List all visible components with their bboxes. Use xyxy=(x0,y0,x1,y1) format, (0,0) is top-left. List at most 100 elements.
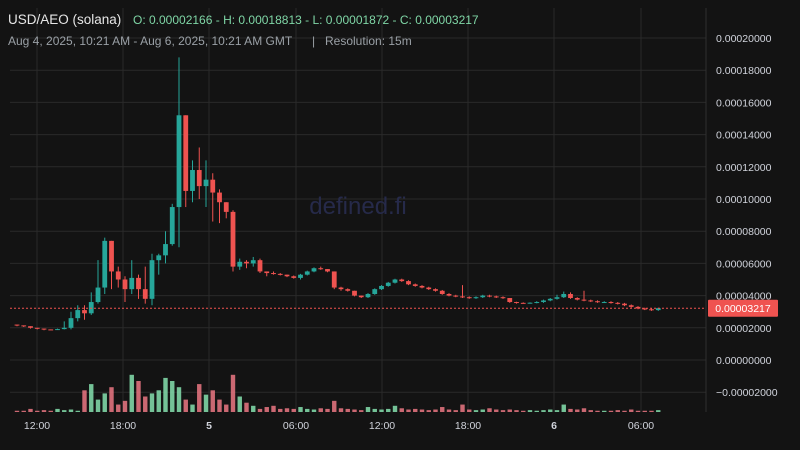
candle-body xyxy=(406,281,411,285)
candle-body xyxy=(514,302,519,304)
last-price-tag-box xyxy=(708,299,778,317)
candle-body xyxy=(534,302,540,304)
candle-body xyxy=(480,295,486,298)
candle-body xyxy=(520,302,526,304)
volume-bar xyxy=(507,409,512,412)
volume-bar xyxy=(237,396,242,412)
volume-bar xyxy=(406,409,411,412)
volume-bar xyxy=(561,404,566,412)
candle-body xyxy=(82,310,87,314)
ohlc-readout: O: 0.00002166 - H: 0.00018813 - L: 0.000… xyxy=(133,13,479,27)
volume-bar xyxy=(642,410,647,412)
candle-body xyxy=(385,282,391,286)
volume-bar xyxy=(602,410,607,412)
candle-body xyxy=(291,276,297,278)
candle-body xyxy=(183,115,189,191)
resolution-label: Resolution: 15m xyxy=(325,34,412,48)
volume-bar xyxy=(352,409,357,412)
candle-body xyxy=(412,284,418,286)
x-tick-label: 12:00 xyxy=(24,420,50,432)
volume-bar xyxy=(163,377,168,412)
candle-body xyxy=(190,170,195,191)
volume-bar xyxy=(527,410,533,412)
volume-bar xyxy=(332,400,337,412)
candle-body xyxy=(649,309,654,311)
volume-bar xyxy=(467,409,472,412)
candle-body xyxy=(466,297,472,299)
watermark-text: defined.fi xyxy=(309,193,406,220)
candle-body xyxy=(210,179,216,193)
candle-body xyxy=(163,244,168,256)
volume-bars xyxy=(14,374,661,412)
volume-bar xyxy=(588,410,593,412)
candle-body xyxy=(392,279,398,283)
volume-bar xyxy=(379,409,384,412)
candle-body xyxy=(149,260,155,299)
candle-body xyxy=(358,295,364,298)
candle-body xyxy=(48,329,54,331)
volume-bar xyxy=(35,410,40,412)
candle-body xyxy=(487,295,492,297)
chart-grid xyxy=(10,8,707,412)
volume-bar xyxy=(629,409,634,412)
volume-bar xyxy=(278,408,283,412)
candle-body xyxy=(568,293,573,299)
y-tick-label: 0.00016000 xyxy=(716,97,772,109)
candle-body xyxy=(115,271,121,280)
volume-bar xyxy=(41,410,47,412)
candle-body xyxy=(109,240,114,272)
volume-bar xyxy=(89,384,94,412)
volume-bar xyxy=(581,408,587,412)
volume-bar xyxy=(635,410,641,412)
candle-body xyxy=(14,324,20,326)
volume-bar xyxy=(325,408,330,412)
volume-bar xyxy=(386,408,391,412)
y-tick-label: −0.00002000 xyxy=(716,387,778,399)
volume-bar xyxy=(129,374,134,412)
volume-bar xyxy=(230,374,236,412)
candle-body xyxy=(230,211,236,267)
candle-body xyxy=(608,302,614,304)
candle-body xyxy=(102,240,108,288)
volume-bar xyxy=(433,409,438,412)
x-tick-label: 12:00 xyxy=(369,420,395,432)
candle-body xyxy=(588,300,594,302)
candle-body xyxy=(655,308,661,311)
volume-bar xyxy=(68,409,74,412)
candle-body xyxy=(325,269,330,272)
y-tick-label: 0.00018000 xyxy=(716,65,772,77)
volume-bar xyxy=(217,399,222,412)
candle-body xyxy=(628,305,634,307)
volume-bar xyxy=(170,381,175,412)
candle-body xyxy=(122,279,128,290)
candle-body xyxy=(244,261,249,264)
candle-body xyxy=(338,287,344,290)
volume-bar xyxy=(251,405,256,412)
volume-bar xyxy=(541,410,546,412)
volume-bar xyxy=(345,408,350,412)
candle-body xyxy=(460,296,465,298)
volume-bar xyxy=(75,410,80,412)
volume-bar xyxy=(399,408,404,412)
volume-bar xyxy=(82,390,87,412)
y-tick-label: 0.00020000 xyxy=(716,33,772,45)
candle-body xyxy=(439,290,445,294)
candle-body xyxy=(500,297,506,299)
volume-bar xyxy=(318,408,323,412)
volume-bar xyxy=(183,399,188,412)
volume-bar xyxy=(95,399,101,412)
volume-bar xyxy=(109,387,114,412)
candle-body xyxy=(311,268,317,272)
y-tick-label: 0.00002000 xyxy=(716,323,772,335)
candle-body xyxy=(352,290,357,296)
candle-body xyxy=(136,277,141,290)
candle-body xyxy=(345,289,351,291)
candle-body xyxy=(156,255,162,261)
volume-bar xyxy=(494,409,499,412)
volume-bar xyxy=(595,410,600,412)
candle-body xyxy=(615,302,621,304)
volume-bar xyxy=(575,409,580,412)
volume-bar xyxy=(122,400,128,412)
